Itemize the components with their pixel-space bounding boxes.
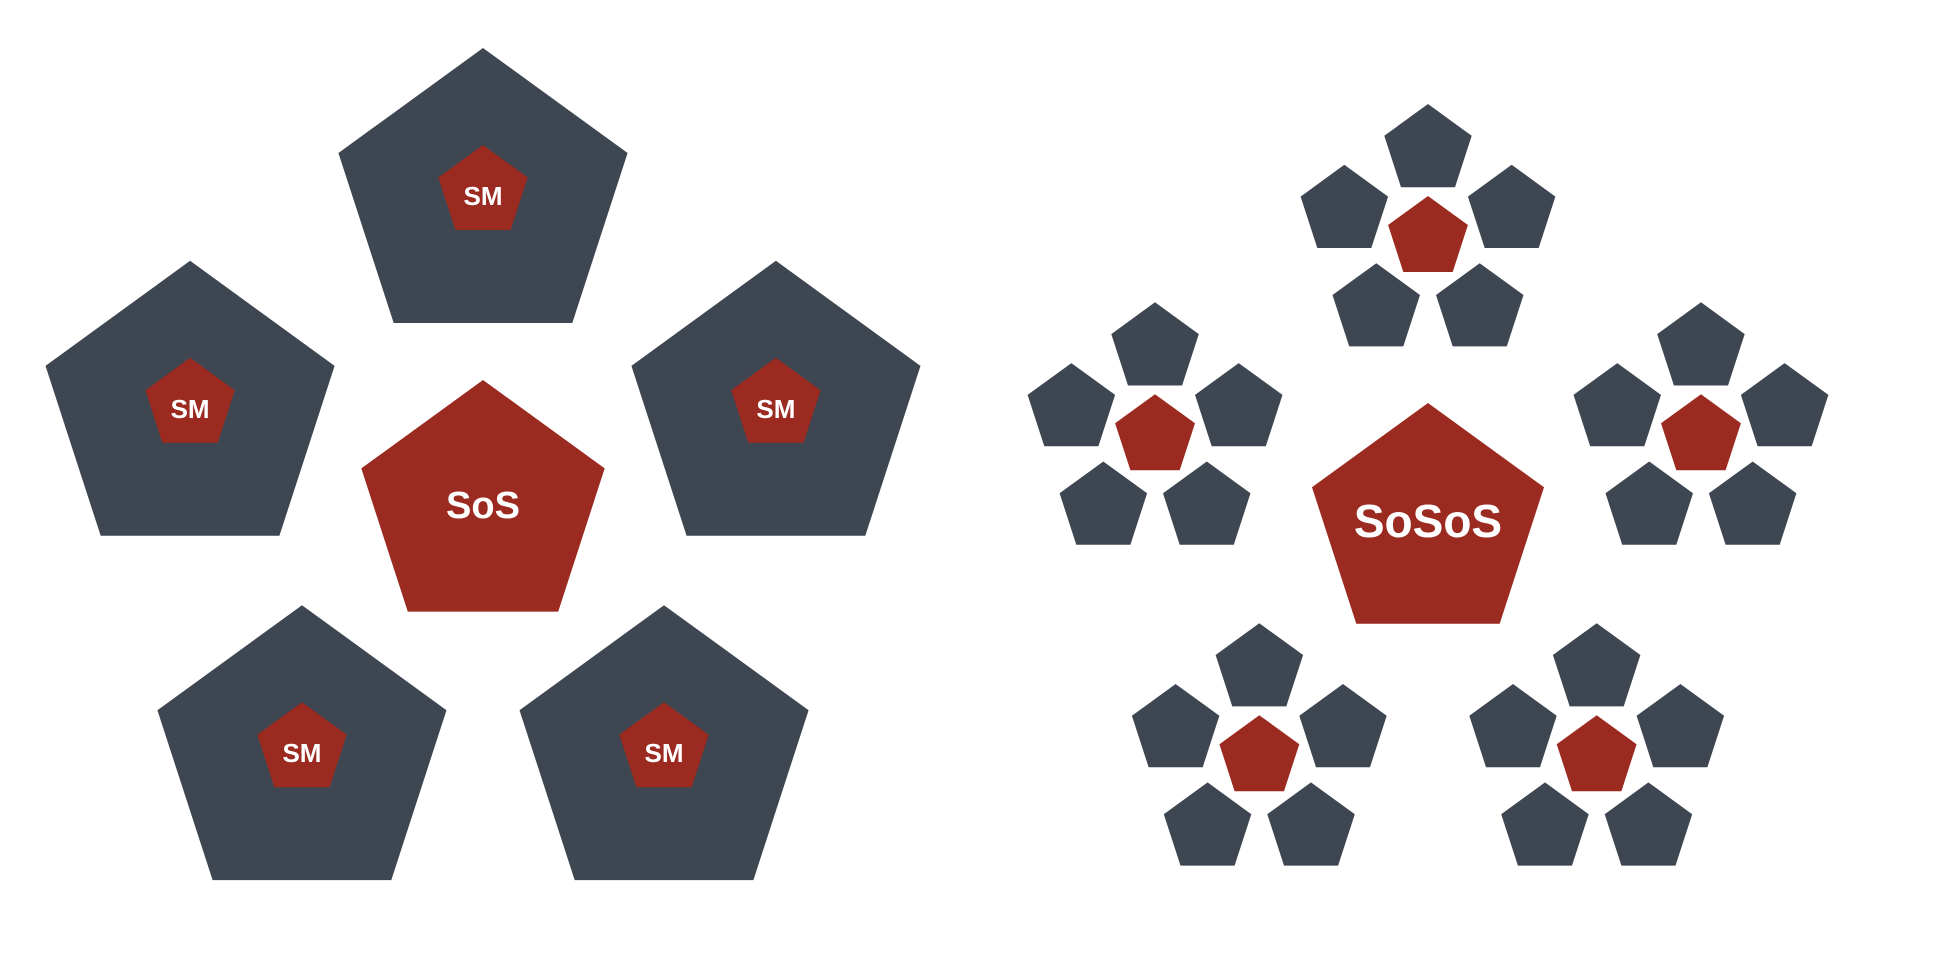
scrum-of-scrums-cluster-4 — [1131, 623, 1387, 866]
scrum-master-pentagon — [145, 357, 235, 443]
scrum-team-3: SM — [519, 605, 809, 881]
cluster-team-pentagon — [1552, 623, 1641, 707]
scrum-master-pentagon — [438, 145, 528, 230]
cluster-team-pentagon — [1467, 164, 1556, 248]
cluster-team-pentagon — [1604, 782, 1693, 866]
scrum-team-1: SM — [338, 48, 628, 323]
cluster-team-pentagon — [1740, 363, 1829, 447]
cluster-sos-pentagon — [1115, 394, 1195, 471]
sosos-label: SoSoS — [1354, 495, 1502, 547]
cluster-team-pentagon — [1267, 782, 1355, 866]
cluster-team-pentagon — [1436, 263, 1524, 347]
cluster-team-pentagon — [1163, 782, 1252, 866]
scrum-master-pentagon — [731, 357, 821, 443]
cluster-sos-pentagon — [1661, 394, 1741, 471]
cluster-team-pentagon — [1573, 363, 1661, 447]
cluster-team-pentagon — [1469, 684, 1557, 768]
scrum-of-scrums-cluster-2 — [1573, 302, 1829, 545]
scrum-master-pentagon — [619, 702, 709, 788]
cluster-sos-pentagon — [1219, 715, 1300, 792]
cluster-team-pentagon — [1131, 684, 1220, 768]
scrum-master-label: SM — [645, 738, 684, 768]
cluster-sos-pentagon — [1388, 196, 1468, 272]
scrum-team-4: SM — [157, 605, 447, 881]
scrum-of-scrums-cluster-5 — [1027, 302, 1283, 545]
cluster-team-pentagon — [1332, 263, 1420, 347]
cluster-team-pentagon — [1605, 461, 1693, 545]
cluster-team-pentagon — [1111, 302, 1199, 386]
cluster-team-pentagon — [1195, 363, 1283, 447]
scrum-master-pentagon — [257, 702, 347, 788]
cluster-team-pentagon — [1300, 164, 1389, 248]
sosos-pentagon — [1312, 403, 1544, 624]
scrum-master-label: SM — [171, 394, 210, 424]
scrum-of-scrums-cluster-1 — [1300, 104, 1556, 347]
sos-label: SoS — [446, 485, 520, 527]
scrum-master-label: SM — [756, 394, 795, 424]
scrum-master-label: SM — [464, 181, 503, 211]
cluster-team-pentagon — [1384, 104, 1472, 188]
cluster-team-pentagon — [1299, 684, 1387, 768]
cluster-team-pentagon — [1163, 461, 1251, 545]
scrum-of-scrums-cluster-3 — [1469, 623, 1725, 866]
cluster-team-pentagon — [1657, 302, 1745, 386]
cluster-sos-pentagon — [1556, 715, 1637, 792]
cluster-team-pentagon — [1059, 461, 1148, 545]
scrum-master-label: SM — [282, 738, 321, 768]
cluster-team-pentagon — [1636, 684, 1725, 768]
cluster-team-pentagon — [1501, 782, 1589, 866]
scrum-of-scrum-of-scrums-group: SoSoS — [1027, 104, 1829, 866]
cluster-team-pentagon — [1708, 461, 1797, 545]
cluster-team-pentagon — [1027, 363, 1116, 447]
scrum-team-2: SM — [631, 260, 921, 536]
scrum-team-5: SM — [45, 260, 335, 536]
scrum-of-scrums-group: SoS SM SM SM SM SM — [45, 48, 921, 881]
cluster-team-pentagon — [1215, 623, 1304, 707]
sos-pentagon — [361, 380, 605, 612]
